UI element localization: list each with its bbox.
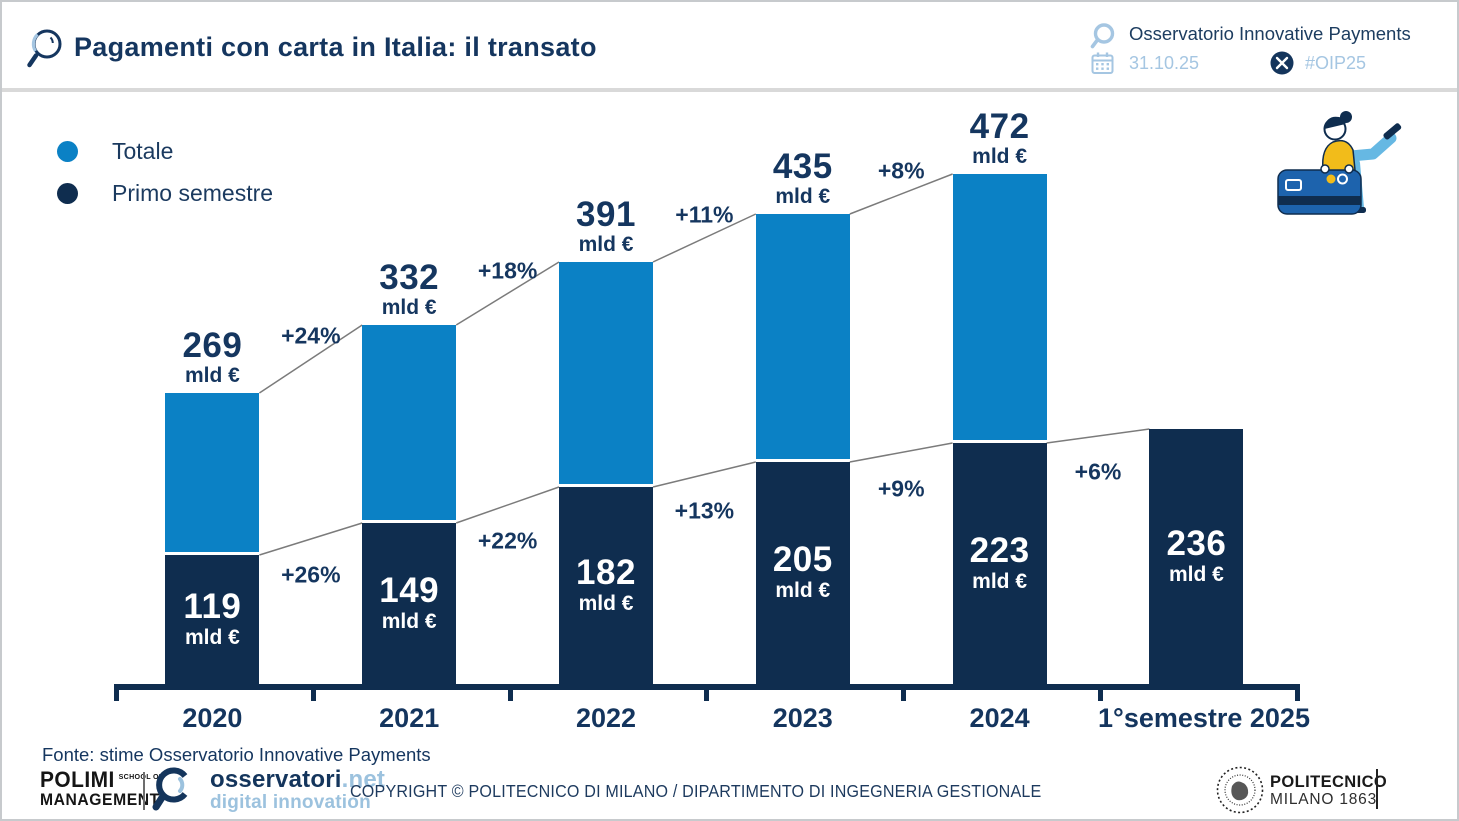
header-meta: Osservatorio Innovative Payments 31.10.2…	[1087, 2, 1453, 92]
politecnico-line2: MILANO 1863	[1270, 791, 1378, 808]
osservatori-magnifier-icon	[152, 767, 188, 811]
x-axis-line	[114, 684, 1298, 690]
footer-divider-left	[143, 772, 145, 810]
growth-primo-semestre-0: +26%	[281, 561, 341, 588]
value-primo-semestre-2023: 205 mld €	[772, 540, 833, 603]
legend: Totale Primo semestre	[57, 130, 273, 214]
bar-totale-2024	[952, 174, 1047, 440]
polimi-brand: POLIMI	[40, 767, 115, 792]
x-social-icon	[1270, 51, 1294, 75]
footer-divider-right	[1376, 769, 1378, 809]
illustration-person-on-card-icon	[1277, 111, 1402, 215]
value-primo-semestre-2020: 119 mld €	[183, 586, 242, 649]
growth-primo-semestre-4: +6%	[1074, 458, 1122, 485]
legend-dot-totale	[57, 140, 78, 162]
axis-category-2021: 2021	[379, 703, 440, 733]
bar-primo-semestre-2022	[559, 487, 653, 684]
bar-primo-semestre-1°semestre 2025	[1149, 429, 1244, 684]
page-title: Pagamenti con carta in Italia: il transa…	[74, 32, 597, 62]
osservatori-tld: .net	[341, 766, 386, 793]
growth-totale-1: +18%	[477, 257, 538, 283]
legend-label-totale: Totale	[112, 137, 174, 164]
polimi-logo: POLIMI SCHOOL OF MANAGEMENT	[40, 769, 163, 810]
value-totale-2020: 269 mld €	[182, 326, 243, 387]
value-primo-semestre-2022: 182 mld €	[576, 552, 636, 615]
x-axis-tick	[1294, 684, 1300, 701]
bar-primo-semestre-2024	[952, 443, 1047, 684]
osservatori-tagline: digital innovation	[210, 792, 371, 813]
bar-primo-semestre-2020	[165, 555, 260, 684]
axis-category-2022: 2022	[575, 703, 637, 733]
x-axis-tick	[114, 684, 119, 701]
osservatori-logo: osservatori.net digital innovation	[210, 768, 385, 814]
x-axis-tick	[1098, 684, 1103, 701]
x-axis-tick	[901, 684, 907, 701]
value-totale-2022: 391 mld €	[576, 195, 636, 256]
calendar-icon	[1091, 52, 1114, 74]
bar-totale-2020	[165, 393, 260, 552]
legend-label-primo-semestre: Primo semestre	[112, 179, 274, 206]
hashtag-label: #OIP25	[1305, 53, 1367, 73]
report-date: 31.10.25	[1129, 53, 1200, 73]
magnifier-icon	[1090, 23, 1115, 49]
politecnico-line1: POLITECNICO	[1270, 773, 1388, 791]
politecnico-seal-icon	[1216, 766, 1264, 814]
legend-item-primo-semestre: Primo semestre	[57, 172, 273, 214]
axis-category-2023: 2023	[772, 703, 833, 733]
growth-primo-semestre-1: +22%	[477, 527, 538, 554]
value-totale-2023: 435 mld €	[772, 147, 833, 208]
header-bar: Pagamenti con carta in Italia: il transa…	[2, 2, 1457, 92]
politecnico-logo: POLITECNICO MILANO 1863	[1270, 773, 1387, 809]
x-axis-tick	[507, 684, 513, 701]
growth-totale-2: +11%	[675, 201, 734, 228]
axis-category-2020: 2020	[182, 703, 243, 733]
bar-totale-2021	[362, 325, 457, 520]
growth-primo-semestre-2: +13%	[674, 497, 735, 523]
osservatori-brand: osservatori	[210, 766, 342, 793]
legend-dot-primo-semestre	[57, 182, 78, 204]
copyright-text: COPYRIGHT © POLITECNICO DI MILANO / DIPA…	[350, 781, 1042, 801]
org-name: Osservatorio Innovative Payments	[1129, 23, 1411, 44]
growth-totale-3: +8%	[877, 157, 925, 184]
legend-item-totale: Totale	[57, 130, 273, 172]
source-note: Fonte: stime Osservatorio Innovative Pay…	[42, 744, 431, 765]
value-primo-semestre-2021: 149 mld €	[379, 570, 440, 633]
polimi-management: MANAGEMENT	[40, 791, 160, 809]
bar-primo-semestre-2021	[362, 523, 457, 684]
x-axis-tick	[310, 684, 316, 701]
value-totale-2021: 332 mld €	[379, 258, 440, 319]
bar-totale-2022	[559, 262, 653, 484]
axis-category-1°semestre 2025: 1°semestre 2025	[1098, 703, 1310, 733]
value-primo-semestre-1°semestre 2025: 236 mld €	[1166, 523, 1227, 586]
growth-totale-0: +24%	[281, 322, 341, 349]
magnifier-logo-icon	[27, 29, 62, 68]
x-axis-tick	[704, 684, 710, 701]
axis-category-2024: 2024	[969, 703, 1030, 733]
bar-totale-2023	[755, 214, 850, 459]
growth-primo-semestre-3: +9%	[877, 475, 925, 501]
polimi-school-of: SCHOOL OF	[118, 772, 164, 781]
value-primo-semestre-2024: 223 mld €	[969, 530, 1030, 593]
value-totale-2024: 472 mld €	[969, 107, 1030, 168]
bar-primo-semestre-2023	[755, 462, 850, 684]
